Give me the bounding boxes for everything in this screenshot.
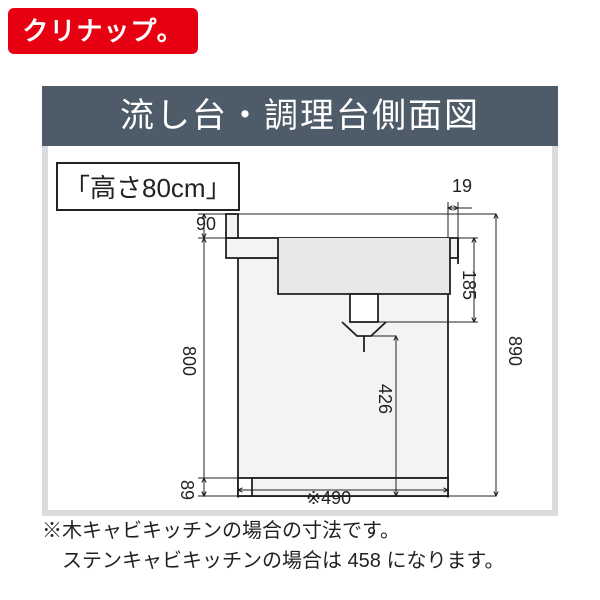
dim-89: 89	[176, 480, 197, 500]
footnote-line2: ステンキャビキッチンの場合は 458 になります。	[42, 550, 504, 572]
brand-logo-text: クリナップ。	[22, 16, 183, 46]
dim-890: 890	[504, 336, 525, 366]
footnote: ※木キャビキッチンの場合の寸法です。 ステンキャビキッチンの場合は 458 にな…	[42, 516, 504, 576]
diagram-svg	[48, 146, 552, 516]
diagram-stage: 19 90 185 800 890 426 89 ※490	[48, 146, 552, 510]
diagram-title-text: 流し台・調理台側面図	[120, 97, 480, 135]
dim-19: 19	[452, 176, 472, 197]
footnote-line1: ※木キャビキッチンの場合の寸法です。	[42, 520, 400, 542]
diagram-title: 流し台・調理台側面図	[42, 86, 558, 146]
dim-185: 185	[458, 270, 479, 300]
dim-426: 426	[374, 384, 395, 414]
dim-490: ※490	[306, 488, 351, 509]
diagram-panel: 流し台・調理台側面図 「高さ80cm」 19 90 185 800 890 42…	[42, 86, 558, 516]
dim-800: 800	[178, 346, 199, 376]
dim-90: 90	[196, 214, 216, 235]
brand-logo: クリナップ。	[8, 8, 198, 54]
